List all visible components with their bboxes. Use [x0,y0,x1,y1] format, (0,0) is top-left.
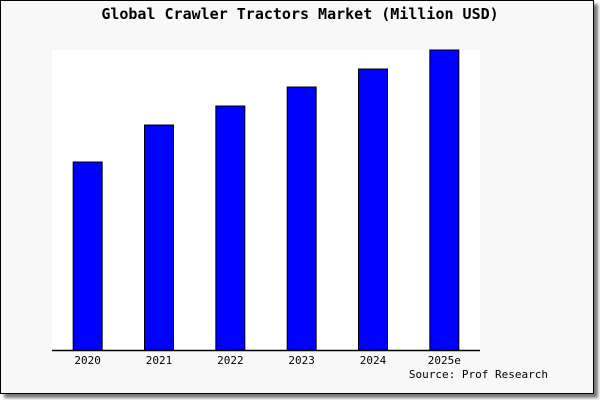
x-tick-label: 2021 [146,354,173,367]
source-note: Source: Prof Research [408,368,548,381]
x-tick-label: 2022 [217,354,244,367]
bar-2022 [215,105,246,351]
bar-2023 [286,86,317,351]
plot-area [52,50,480,350]
bar-2020 [72,161,103,351]
x-tick-label: 2024 [360,354,387,367]
x-tick-label: 2025e [428,354,461,367]
bar-2021 [144,124,174,351]
x-tick-label: 2020 [74,354,101,367]
x-tick-label: 2023 [288,354,315,367]
bar-2025e [429,49,460,351]
bar-2024 [358,68,388,351]
chart-title: Global Crawler Tractors Market (Million … [101,5,499,23]
